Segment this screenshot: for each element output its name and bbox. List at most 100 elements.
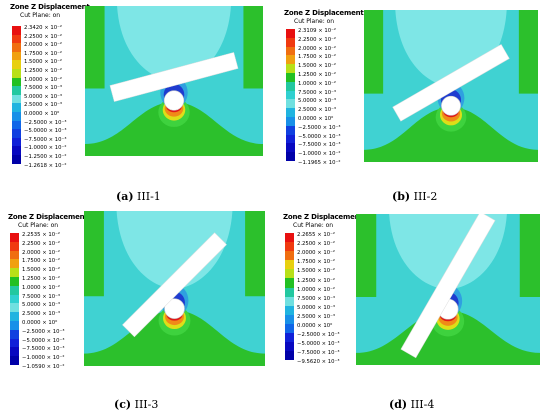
caption-letter: (b) — [392, 190, 411, 203]
joint-band — [122, 232, 227, 338]
color-swatch — [10, 241, 19, 251]
color-swatch — [285, 287, 294, 297]
contour-svg — [364, 10, 538, 162]
color-swatch — [285, 314, 294, 324]
displacement-contour-plot — [84, 211, 265, 366]
legend-label: 2.0000 × 10⁻² — [297, 250, 335, 257]
legend-label: −5.0000 × 10⁻³ — [297, 341, 340, 348]
legend-label: 1.7500 × 10⁻² — [22, 258, 60, 265]
color-swatch — [286, 29, 295, 38]
color-bar — [285, 233, 294, 361]
color-swatch — [10, 285, 19, 295]
caption-letter: (a) — [116, 190, 134, 203]
joint-band — [400, 214, 496, 359]
color-swatch — [12, 60, 21, 69]
displacement-contour-plot — [85, 6, 263, 156]
legend-label: 1.5000 × 10⁻² — [297, 268, 335, 275]
color-swatch — [10, 356, 19, 365]
green-zone-bottom — [84, 310, 265, 366]
legend-label: 2.3109 × 10⁻² — [298, 28, 336, 34]
legend: Zone Z Displacement Cut Plane: on 2.3420… — [10, 3, 95, 183]
color-swatch — [286, 134, 295, 144]
legend-subtitle: Cut Plane: on — [18, 222, 59, 229]
legend-label: −7.5000 × 10⁻³ — [22, 346, 65, 353]
legend-label: 2.0000 × 10⁻² — [24, 42, 62, 49]
tunnel — [164, 298, 185, 319]
legend-label: 2.0000 × 10⁻² — [298, 45, 336, 52]
legend-label: −1.0590 × 10⁻² — [22, 364, 65, 370]
color-swatch — [285, 278, 294, 288]
color-swatch — [12, 111, 21, 121]
legend-label: 0.0000 × 10⁰ — [22, 320, 58, 326]
color-swatch — [12, 103, 21, 112]
color-swatch — [285, 323, 294, 334]
tunnel — [441, 95, 461, 116]
legend-title: Zone Z Displacement — [10, 3, 90, 11]
legend-label: 2.2535 × 10⁻² — [22, 232, 60, 238]
tunnel — [163, 90, 185, 111]
legend-label: 2.2500 × 10⁻² — [297, 241, 335, 248]
legend-label: 7.5000 × 10⁻³ — [298, 89, 336, 96]
legend-label: −2.5000 × 10⁻³ — [24, 119, 67, 126]
legend-title: Zone Z Displacement — [284, 9, 364, 17]
legend-label: 2.0000 × 10⁻² — [22, 249, 60, 256]
color-swatch — [285, 296, 294, 306]
legend-label: −2.5000 × 10⁻³ — [298, 124, 341, 131]
legend-label: −7.5000 × 10⁻³ — [297, 350, 340, 357]
legend-label: −5.0000 × 10⁻³ — [22, 337, 65, 344]
legend-label: −7.5000 × 10⁻³ — [298, 142, 341, 149]
legend-label: 0.0000 × 10⁰ — [298, 116, 334, 122]
legend-label: 7.5000 × 10⁻³ — [22, 293, 60, 300]
color-swatch — [12, 43, 21, 52]
color-swatch — [285, 233, 294, 243]
legend-label: 2.2655 × 10⁻² — [297, 232, 335, 238]
color-swatch — [10, 294, 19, 304]
color-swatch — [10, 338, 19, 348]
legend-label: 7.5000 × 10⁻³ — [24, 85, 62, 92]
legend-subtitle: Cut Plane: on — [20, 12, 61, 19]
color-swatch — [286, 46, 295, 56]
joint-group — [122, 232, 227, 338]
color-swatch — [286, 72, 295, 82]
color-swatch — [10, 347, 19, 357]
color-swatch — [285, 305, 294, 315]
color-swatch — [286, 143, 295, 153]
legend-title: Zone Z Displacement — [283, 213, 363, 221]
joint-group — [109, 52, 239, 102]
color-bar — [12, 26, 21, 164]
color-swatch — [12, 26, 21, 35]
color-swatch — [286, 116, 295, 126]
color-swatch — [286, 55, 295, 65]
legend-label: 0.0000 × 10⁰ — [24, 111, 60, 117]
legend-label: −2.5000 × 10⁻³ — [22, 328, 65, 335]
color-swatch — [285, 242, 294, 252]
color-swatch — [286, 81, 295, 91]
legend-label: 1.0000 × 10⁻² — [297, 286, 335, 293]
legend-label: −5.0000 × 10⁻³ — [24, 128, 67, 135]
color-swatch — [285, 269, 294, 279]
legend-label: 1.5000 × 10⁻² — [24, 59, 62, 66]
contour-svg — [84, 211, 265, 366]
legend-label: 5.0000 × 10⁻³ — [24, 93, 62, 100]
color-swatch — [10, 276, 19, 286]
color-swatch — [10, 233, 19, 242]
color-swatch — [10, 312, 19, 321]
contour-svg — [85, 6, 263, 156]
displacement-contour-plot — [364, 10, 538, 162]
color-swatch — [12, 94, 21, 104]
displacement-contour-plot — [356, 214, 540, 365]
legend-label: 1.7500 × 10⁻² — [24, 50, 62, 57]
legend: Zone Z Displacement Cut Plane: on 2.2655… — [283, 213, 368, 383]
legend: Zone Z Displacement Cut Plane: on 2.3109… — [284, 9, 369, 179]
color-swatch — [286, 108, 295, 117]
color-swatch — [285, 333, 294, 343]
contour-svg — [356, 214, 540, 365]
legend-label: −5.0000 × 10⁻³ — [298, 133, 341, 140]
green-zone-right — [243, 6, 263, 89]
legend-label: 1.7500 × 10⁻² — [297, 259, 335, 266]
joint-band — [392, 44, 510, 122]
legend-label: 1.2500 × 10⁻² — [22, 276, 60, 282]
legend-label: 0.0000 × 10⁰ — [297, 323, 333, 329]
caption-text: III-3 — [134, 398, 159, 411]
legend-label: −1.1965 × 10⁻² — [298, 160, 341, 166]
